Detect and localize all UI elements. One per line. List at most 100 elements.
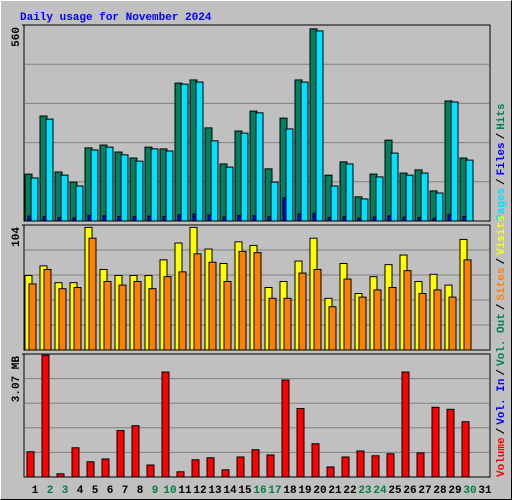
bar [240,132,249,222]
bar [176,471,185,478]
bar [463,259,472,351]
bar [90,149,99,222]
bar [118,284,127,351]
bar [313,268,322,351]
bar [418,293,427,351]
bar [403,270,412,351]
y-tick-label: 104 [11,227,23,247]
bar [195,81,204,222]
legend-label: / [496,369,508,376]
bar [58,288,67,351]
bar [341,456,350,478]
bar [450,101,459,222]
bar [165,150,174,222]
bar [45,118,54,222]
bar [465,159,474,222]
x-tick-label: 4 [77,485,84,497]
bar [135,160,144,222]
bar [180,83,189,222]
legend-label: / [496,427,508,434]
y-tick-label: 3.07 MB [11,356,23,403]
bar [315,30,324,222]
x-tick-label: 10 [163,485,176,497]
bar [131,425,140,478]
bar [448,296,457,351]
legend-label: Pages [496,188,508,221]
bar [56,473,65,478]
legend-label: Visits [496,215,508,255]
bar [360,198,369,222]
bar [236,456,245,478]
bar [71,447,80,478]
bar [343,278,352,351]
y-tick-label: 560 [11,27,23,47]
legend-label: Vol. In [496,379,508,425]
bar [268,297,277,351]
bar [28,283,37,351]
x-tick-label: 25 [388,485,402,497]
bar [420,172,429,222]
title: Daily usage for November 2024 [20,12,212,24]
bar [283,297,292,351]
bar [390,152,399,222]
x-tick-label: 19 [298,485,311,497]
bar [446,408,455,478]
bar [405,174,414,222]
bar [210,140,219,222]
bar [206,457,215,478]
bar [150,148,159,222]
bar [225,166,234,222]
x-tick-label: 14 [223,485,237,497]
legend-label: / [496,132,508,139]
x-tick-label: 23 [358,485,372,497]
bar [238,250,247,351]
bar [146,464,155,478]
bar [296,407,305,478]
bar [431,406,440,478]
bar [416,452,425,478]
bar [300,81,309,222]
x-tick-label: 6 [107,485,114,497]
bar [105,146,114,222]
bar [103,280,112,351]
x-tick-label: 15 [238,485,252,497]
bar [311,443,320,478]
x-tick-label: 8 [137,485,144,497]
x-tick-label: 17 [268,485,281,497]
bar [116,430,125,478]
x-tick-label: 12 [193,485,206,497]
x-tick-label: 21 [328,485,342,497]
bar [345,163,354,222]
bar [193,253,202,351]
bar [101,458,110,478]
x-tick-label: 16 [253,485,266,497]
x-tick-label: 28 [433,485,447,497]
x-tick-label: 29 [448,485,461,497]
x-tick-label: 20 [313,485,326,497]
x-tick-label: 13 [208,485,222,497]
bar [178,271,187,351]
legend-label: / [496,303,508,310]
legend-label: / [496,178,508,185]
x-tick-label: 30 [463,485,476,497]
x-tick-label: 3 [62,485,69,497]
bar [223,280,232,351]
bar [60,174,69,222]
bar [86,461,95,478]
bar [375,176,384,222]
bar [266,454,275,478]
x-tick-label: 5 [92,485,99,497]
bar [388,287,397,351]
bar [401,371,410,478]
bar [270,181,279,222]
bar [435,192,444,222]
x-tick-label: 24 [373,485,387,497]
bar [356,450,365,478]
bar [461,421,470,478]
bar [133,280,142,351]
bar [75,185,84,222]
bar [148,288,157,351]
bar [433,289,442,351]
